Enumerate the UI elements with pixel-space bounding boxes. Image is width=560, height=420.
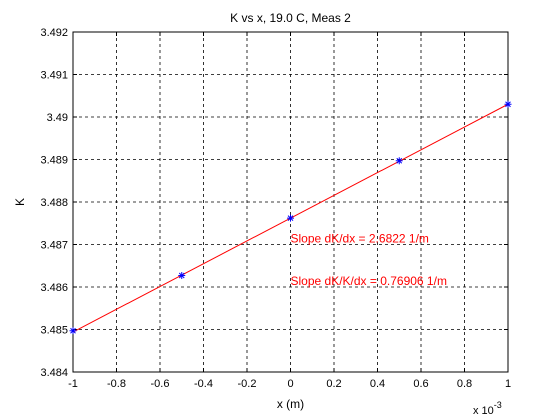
y-tick-label: 3.492 — [40, 27, 68, 39]
y-tick-label: 3.485 — [40, 325, 68, 337]
x-tick-label: -1 — [68, 378, 78, 390]
grid — [73, 32, 508, 372]
y-tick-label: 3.489 — [40, 155, 68, 167]
x-tick-label: 0.4 — [370, 378, 385, 390]
y-tick-label: 3.491 — [40, 70, 68, 82]
y-tick-label: 3.484 — [40, 367, 68, 379]
annotation-slope-dk-k-dx: Slope dK/K/dx = 0.76906 1/m — [291, 274, 447, 288]
y-tick-label: 3.487 — [40, 240, 68, 252]
chart-title: K vs x, 19.0 C, Meas 2 — [230, 11, 351, 25]
y-tick-label: 3.49 — [47, 112, 68, 124]
x-tick-label: 0.6 — [413, 378, 428, 390]
x-multiplier-exponent: -3 — [494, 400, 502, 410]
x-tick-label: -0.6 — [151, 378, 170, 390]
data-point — [504, 100, 512, 108]
x-multiplier-base: x 10 — [473, 405, 494, 417]
x-axis-multiplier: x 10-3 — [473, 400, 502, 417]
y-tick-label: 3.488 — [40, 197, 68, 209]
x-tick-label: 1 — [505, 378, 511, 390]
x-tick-label: -0.8 — [107, 378, 126, 390]
y-axis-label: K — [13, 198, 27, 206]
data-point — [287, 214, 294, 222]
x-axis-label: x (m) — [277, 397, 304, 411]
data-point — [178, 272, 186, 280]
annotations: Slope dK/dx = 2.6822 1/m Slope dK/K/dx =… — [291, 231, 447, 288]
data-point — [69, 327, 77, 335]
annotation-slope-dk-dx: Slope dK/dx = 2.6822 1/m — [291, 231, 429, 245]
ticks: -1 -0.8 -0.6 -0.4 -0.2 0 0.2 0.4 0.6 0.8 1 3.484 3.4… — [40, 27, 511, 390]
x-tick-label: 0.8 — [457, 378, 472, 390]
x-tick-label: 0.2 — [326, 378, 341, 390]
series — [69, 100, 512, 335]
x-tick-label: 0 — [287, 378, 293, 390]
x-tick-label: -0.4 — [194, 378, 213, 390]
x-tick-label: -0.2 — [238, 378, 257, 390]
y-tick-label: 3.486 — [40, 282, 68, 294]
data-point — [395, 157, 403, 165]
